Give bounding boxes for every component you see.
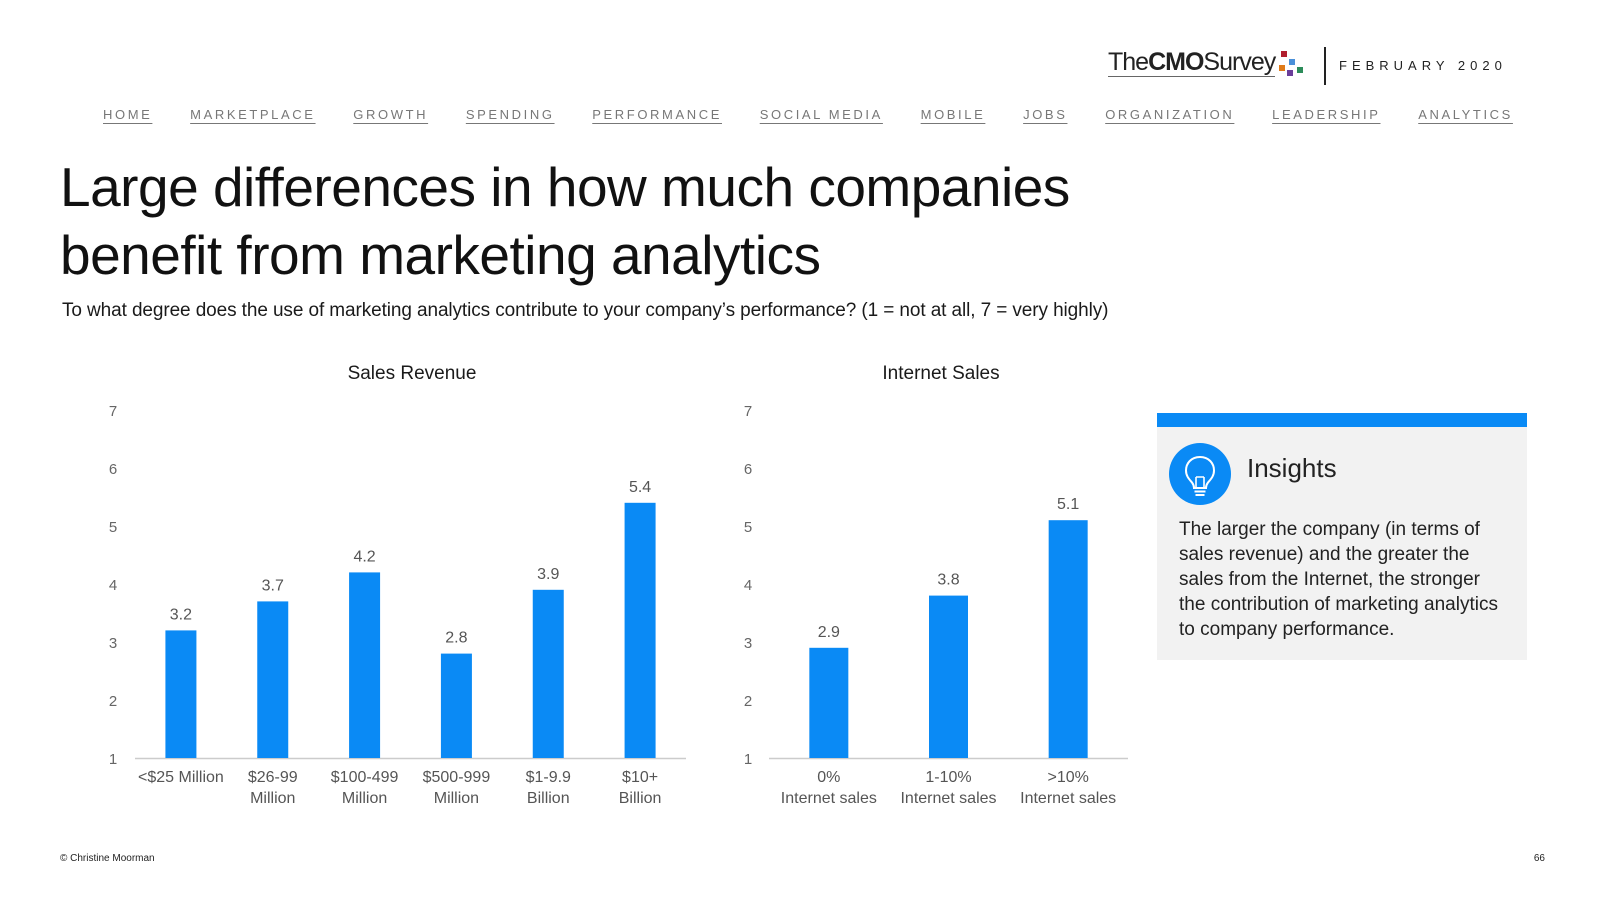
bar <box>165 630 197 758</box>
y-tick-label: 1 <box>109 751 117 768</box>
x-tick-label: $10+ <box>622 769 658 786</box>
y-tick-label: 2 <box>744 693 752 710</box>
x-tick-label: >10% <box>1047 769 1088 786</box>
x-tick-label: $1-9.9 <box>526 769 571 786</box>
x-tick-label: Million <box>342 790 387 807</box>
nav-organization[interactable]: ORGANIZATION <box>1105 107 1235 122</box>
bar <box>257 601 289 758</box>
y-tick-label: 3 <box>744 635 752 652</box>
data-label: 3.7 <box>262 577 284 594</box>
lightbulb-icon <box>1169 443 1231 505</box>
chart-title: Internet Sales <box>882 363 999 384</box>
survey-question: To what degree does the use of marketing… <box>62 300 1109 321</box>
data-label: 3.8 <box>937 572 959 589</box>
y-tick-label: 7 <box>109 403 117 420</box>
x-tick-label: 1-10% <box>925 769 971 786</box>
y-tick-label: 5 <box>744 519 752 536</box>
data-label: 5.1 <box>1057 496 1079 513</box>
data-label: 3.2 <box>170 606 192 623</box>
page-number: 66 <box>1533 853 1545 864</box>
bar <box>1048 520 1088 758</box>
data-label: 4.2 <box>353 548 375 565</box>
bar <box>929 595 968 758</box>
nav-performance[interactable]: PERFORMANCE <box>592 107 722 122</box>
x-tick-label: $500-999 <box>423 769 491 786</box>
nav-leadership[interactable]: LEADERSHIP <box>1272 107 1381 122</box>
x-tick-label: $100-499 <box>331 769 399 786</box>
x-tick-label: Billion <box>527 790 570 807</box>
data-label: 3.9 <box>537 566 559 583</box>
y-tick-label: 2 <box>109 693 117 710</box>
bar <box>349 572 381 758</box>
data-label: 5.4 <box>629 479 651 496</box>
x-tick-label: Million <box>434 790 479 807</box>
insights-title: Insights <box>1247 453 1337 483</box>
logo-wordmark: TheCMOSurvey <box>1108 48 1276 77</box>
x-tick-label: Million <box>250 790 295 807</box>
section-nav: HOME MARKETPLACE GROWTH SPENDING PERFORM… <box>103 107 1513 122</box>
logo-dots-icon <box>1277 51 1311 77</box>
y-tick-label: 6 <box>744 461 752 478</box>
cmo-survey-logo: TheCMOSurvey <box>1108 50 1311 77</box>
bar <box>624 502 656 758</box>
nav-mobile[interactable]: MOBILE <box>920 107 986 122</box>
insights-body: The larger the company (in terms of sale… <box>1179 519 1498 640</box>
x-tick-label: Billion <box>619 790 662 807</box>
title-line-2: benefit from marketing analytics <box>60 224 821 286</box>
data-label: 2.9 <box>818 624 840 641</box>
header-divider <box>1324 47 1326 85</box>
insights-accent-bar <box>1157 413 1527 427</box>
data-label: 2.8 <box>445 630 467 647</box>
x-tick-label: 0% <box>817 769 840 786</box>
bar <box>440 653 472 758</box>
bar <box>532 589 564 758</box>
x-tick-label: $26-99 <box>248 769 298 786</box>
title-line-1: Large differences in how much companies <box>60 156 1070 218</box>
x-tick-label: Internet sales <box>1020 790 1116 807</box>
nav-jobs[interactable]: JOBS <box>1023 107 1068 122</box>
copyright: © Christine Moorman <box>60 853 155 864</box>
bar <box>809 647 849 758</box>
nav-spending[interactable]: SPENDING <box>465 107 555 122</box>
x-tick-label: <$25 Million <box>138 769 224 786</box>
y-tick-label: 1 <box>744 751 752 768</box>
y-tick-label: 3 <box>109 635 117 652</box>
nav-home[interactable]: HOME <box>103 107 153 122</box>
insights-panel: Insights The larger the company (in term… <box>1157 413 1527 660</box>
y-tick-label: 7 <box>744 403 752 420</box>
x-tick-label: Internet sales <box>900 790 996 807</box>
nav-social-media[interactable]: SOCIAL MEDIA <box>759 107 883 122</box>
report-date: FEBRUARY 2020 <box>1339 58 1507 73</box>
y-tick-label: 6 <box>109 461 117 478</box>
x-tick-label: Internet sales <box>781 790 877 807</box>
y-tick-label: 4 <box>109 577 117 594</box>
nav-marketplace[interactable]: MARKETPLACE <box>190 107 316 122</box>
y-tick-label: 4 <box>744 577 752 594</box>
nav-growth[interactable]: GROWTH <box>353 107 429 122</box>
chart-title: Sales Revenue <box>348 363 477 384</box>
nav-analytics[interactable]: ANALYTICS <box>1418 107 1513 122</box>
y-tick-label: 5 <box>109 519 117 536</box>
page-title: Large differences in how much companies b… <box>60 153 1070 289</box>
